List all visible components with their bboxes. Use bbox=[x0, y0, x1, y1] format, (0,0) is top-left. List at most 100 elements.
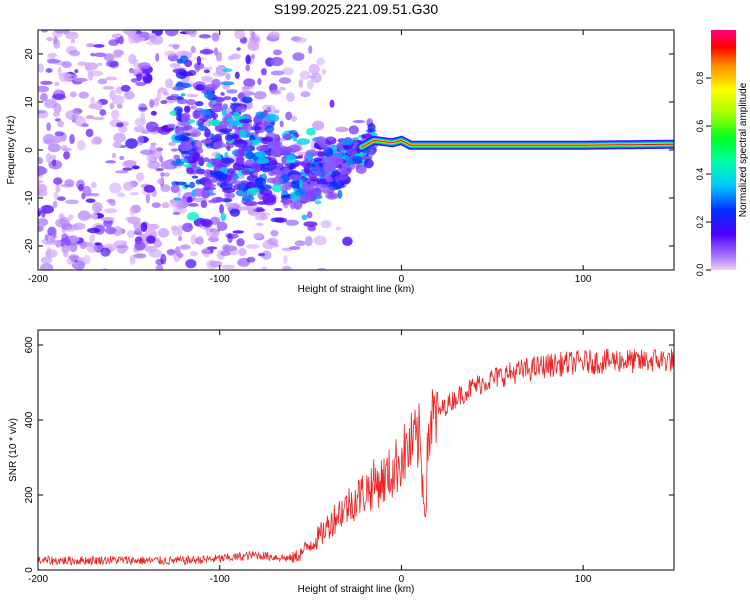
spectrogram-cell bbox=[278, 147, 292, 155]
spectrogram-cell bbox=[203, 83, 218, 92]
spectrogram-cell bbox=[256, 157, 270, 164]
spectrogram-cell bbox=[222, 187, 236, 194]
spectrogram-cell bbox=[223, 245, 238, 252]
spectrogram-cell bbox=[160, 160, 175, 170]
spectrogram-cell bbox=[192, 151, 200, 162]
x-tick-label: -100 bbox=[210, 274, 230, 285]
spectrogram-cell bbox=[230, 53, 241, 60]
spectrogram-cell bbox=[157, 87, 168, 94]
spectrogram-cell bbox=[219, 204, 225, 214]
spectrogram-cell bbox=[163, 91, 170, 96]
spectrogram-cell bbox=[38, 179, 44, 185]
spectrogram-cell bbox=[68, 214, 74, 221]
spectrogram-cell bbox=[69, 133, 75, 145]
spectrogram-cell bbox=[259, 189, 273, 196]
spectrogram-cell bbox=[100, 247, 111, 257]
spectrogram-cell bbox=[83, 254, 91, 265]
spectrogram-cell bbox=[262, 197, 277, 206]
spectrogram-cell bbox=[165, 78, 174, 89]
spectrogram-cell bbox=[197, 125, 209, 131]
spectrogram-cell bbox=[91, 202, 103, 213]
spectrogram-cell bbox=[122, 167, 133, 171]
spectrogram-cell bbox=[186, 98, 196, 106]
spectrogram-cell bbox=[160, 172, 165, 177]
spectrogram-cell bbox=[38, 218, 49, 227]
spectrogram-cell bbox=[122, 160, 137, 169]
spectrogram-cell bbox=[44, 234, 49, 241]
spectrogram-cell bbox=[283, 254, 288, 265]
spectrogram-cell bbox=[314, 200, 322, 205]
spectrogram-cell bbox=[57, 66, 62, 76]
spectrogram-cell bbox=[69, 50, 81, 57]
spectrogram-cell bbox=[238, 146, 245, 156]
spectrogram-cell bbox=[115, 245, 128, 249]
spectrogram-cell bbox=[45, 68, 53, 73]
spectrogram-cell bbox=[270, 56, 284, 67]
spectrogram-cell bbox=[129, 68, 143, 75]
spectrogram-cell bbox=[151, 35, 164, 45]
spectrogram-cell bbox=[50, 135, 63, 144]
spectrogram-cell bbox=[64, 225, 76, 232]
spectrogram-cell bbox=[181, 222, 193, 233]
spectrogram-cell bbox=[285, 155, 297, 164]
spectrogram-cell bbox=[177, 199, 183, 211]
spectrogram-cell bbox=[204, 128, 211, 138]
spectrogram-cell bbox=[191, 189, 197, 197]
spectrogram-cell bbox=[285, 219, 299, 226]
spectrogram-cell bbox=[178, 235, 183, 242]
spectrogram-cell bbox=[291, 148, 297, 153]
spectrogram-cell bbox=[44, 242, 56, 246]
spectrogram-cell bbox=[202, 66, 213, 70]
spectrogram-cell bbox=[171, 86, 185, 91]
spectrogram-cell bbox=[133, 58, 139, 68]
spectrogram-cell bbox=[168, 141, 176, 147]
spectrogram-cell bbox=[143, 184, 156, 193]
spectrogram-cell bbox=[296, 138, 311, 145]
spectrogram-cell bbox=[172, 44, 180, 50]
spectrogram-cell bbox=[203, 157, 210, 163]
spectrogram-cell bbox=[221, 264, 236, 269]
colorbar-tick-label: 0.0 bbox=[695, 264, 705, 277]
spectrogram-cell bbox=[215, 51, 223, 62]
spectrogram-cell bbox=[279, 120, 284, 128]
spectrogram-cell bbox=[225, 134, 234, 142]
spectrogram-cell bbox=[259, 184, 272, 191]
spectrogram-cell bbox=[94, 52, 107, 58]
x-tick-label: 0 bbox=[399, 274, 405, 285]
spectrogram-cell bbox=[186, 196, 193, 203]
spectrogram-cell bbox=[270, 70, 285, 76]
spectrogram-cell bbox=[40, 256, 52, 265]
spectrogram-y-label: Frequency (Hz) bbox=[6, 116, 17, 185]
spectrogram-cell bbox=[114, 170, 129, 174]
spectrogram-y-ticks: -20 -10 0 10 20 bbox=[24, 48, 674, 253]
spectrogram-cell bbox=[216, 221, 228, 232]
spectrogram-cell bbox=[64, 179, 75, 187]
spectrogram-cell bbox=[325, 192, 339, 200]
spectrogram-cell bbox=[241, 96, 253, 104]
spectrogram-cell bbox=[194, 100, 204, 107]
spectrogram-cell bbox=[286, 92, 295, 102]
spectrogram-cell bbox=[38, 225, 43, 232]
spectrogram-cell bbox=[235, 105, 247, 113]
spectrogram-cell bbox=[185, 258, 197, 269]
spectrogram-x-label: Height of straight line (km) bbox=[298, 284, 415, 295]
spectrogram-cell bbox=[113, 132, 126, 143]
spectrogram-cell bbox=[308, 45, 313, 54]
spectrogram-cell bbox=[40, 263, 54, 270]
spectrogram-cell bbox=[220, 91, 225, 96]
spectrogram-cell bbox=[198, 119, 203, 123]
spectrogram-cell bbox=[55, 218, 69, 228]
spectrogram-cell bbox=[293, 199, 303, 210]
spectrogram-cell bbox=[225, 192, 236, 199]
spectrogram-cell bbox=[135, 81, 147, 87]
spectrogram-cell bbox=[171, 160, 185, 167]
spectrogram-cell bbox=[51, 93, 66, 101]
spectrogram-cell bbox=[186, 167, 194, 175]
spectrogram-cell bbox=[293, 37, 307, 43]
spectrogram-cell bbox=[211, 158, 222, 167]
spectrogram-cell bbox=[170, 184, 180, 194]
spectrogram-cell bbox=[278, 77, 292, 84]
spectrogram-cell bbox=[196, 168, 206, 175]
spectrogram-cell bbox=[38, 157, 43, 165]
